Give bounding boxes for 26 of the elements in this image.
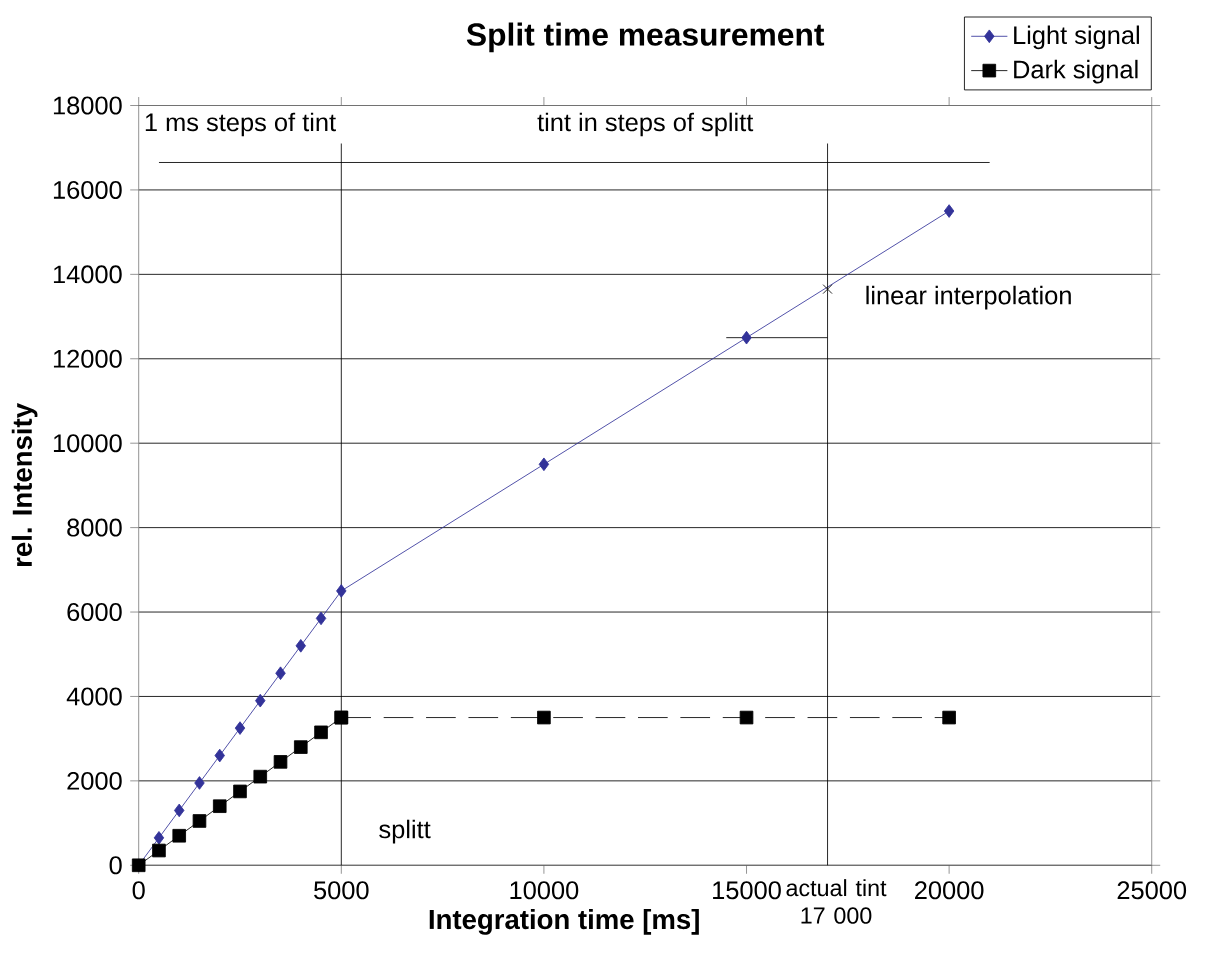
y-tick-label: 0 [109,856,122,875]
annotation: splitt [379,819,431,844]
ref-line-label: actual tint 17 000 [786,879,887,924]
x-tick-label: 20000 [915,881,984,900]
y-tick-label: 2000 [67,771,122,790]
chart-title: Split time measurement [466,22,825,53]
y-tick-label: 12000 [53,349,122,368]
annotation: linear interpolation [866,285,1071,310]
y-tick-label: 10000 [53,434,122,453]
x-tick-label: 5000 [314,881,369,900]
legend-label: Dark signal [1014,59,1138,84]
annotation: tint in steps of splitt [537,112,754,137]
legend-label: Light signal [1014,25,1139,50]
y-tick-label: 8000 [67,518,122,537]
y-tick-label: 16000 [53,181,122,199]
y-tick-label: 6000 [67,603,122,622]
x-tick-label: 0 [132,881,145,900]
annotation: 1 ms steps of tint [145,112,336,137]
x-tick-label: 15000 [713,881,781,900]
y-axis-title: rel. Intensity [11,403,38,567]
x-axis-title: Integration time [ms] [429,909,699,935]
y-tick-label: 4000 [66,687,122,706]
y-tick-label: 14000 [53,265,122,284]
x-tick-label: 25000 [1117,881,1187,900]
y-tick-label: 18000 [53,96,122,115]
x-tick-label: 10000 [510,881,579,900]
